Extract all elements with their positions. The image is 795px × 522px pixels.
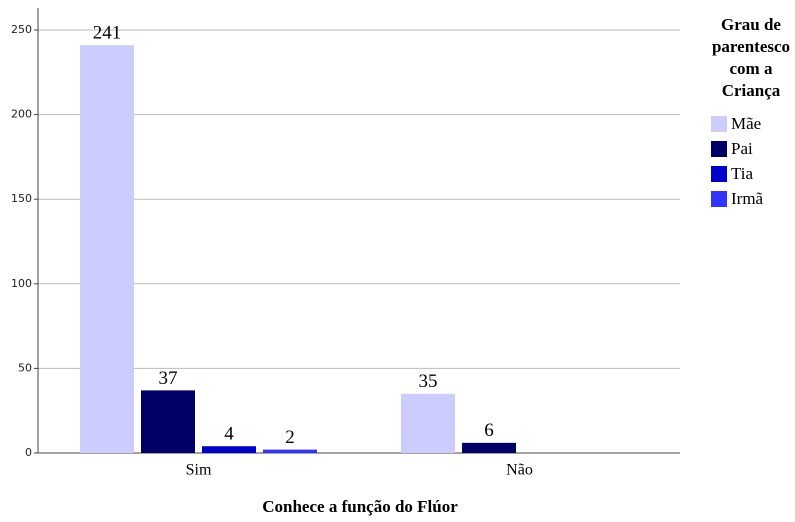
legend-swatch <box>711 141 727 157</box>
data-label: 35 <box>419 371 438 392</box>
bar <box>141 390 195 453</box>
y-tick-label: 0 <box>25 446 32 459</box>
x-axis-label: Conhece a função do Flúor <box>262 497 458 516</box>
bar <box>263 449 317 453</box>
bar <box>80 45 134 453</box>
x-tick-label: Não <box>506 462 533 479</box>
y-tick-label: 50 <box>18 361 32 374</box>
data-label: 2 <box>285 427 295 448</box>
legend-label: Mãe <box>731 114 761 133</box>
legend-swatch <box>711 116 727 132</box>
y-tick-label: 100 <box>11 277 32 290</box>
y-tick-label: 150 <box>11 192 32 205</box>
bar <box>401 393 455 453</box>
data-label: 6 <box>484 420 494 441</box>
legend-title: com a <box>730 59 773 78</box>
legend-swatch <box>711 191 727 207</box>
x-tick-label: Sim <box>186 462 212 479</box>
y-tick-label: 250 <box>11 23 32 36</box>
bar <box>202 446 256 453</box>
data-label: 4 <box>224 424 234 445</box>
legend-title: Criança <box>722 81 781 100</box>
data-label: 37 <box>159 368 178 389</box>
legend-swatch <box>711 166 727 182</box>
y-tick-label: 200 <box>11 108 32 121</box>
data-label: 241 <box>93 23 122 44</box>
legend-label: Pai <box>731 139 753 158</box>
legend-title: Grau de <box>721 15 781 34</box>
legend-title: parentesco <box>712 37 790 56</box>
legend-label: Irmã <box>731 189 764 208</box>
legend-label: Tia <box>731 164 754 183</box>
bar <box>462 442 516 453</box>
